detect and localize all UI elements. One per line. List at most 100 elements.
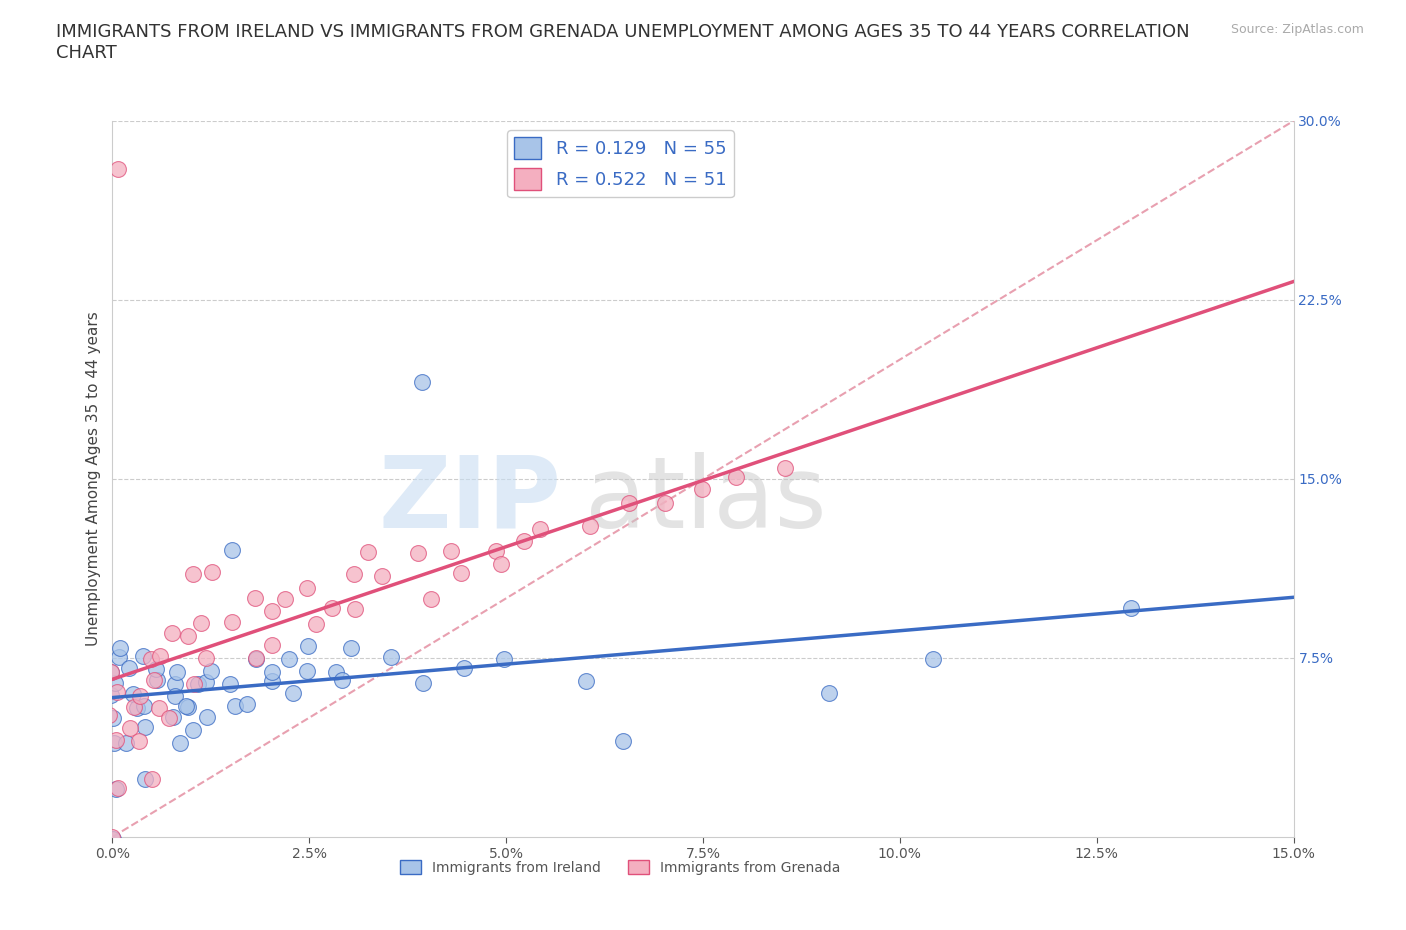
Point: [107, 650, 129, 665]
Point: [277, 652, 299, 667]
Point: [149, 648, 172, 663]
Point: [612, 734, 634, 749]
Point: [304, 616, 326, 631]
Point: [177, 699, 200, 714]
Point: [817, 686, 839, 701]
Point: [406, 545, 429, 560]
Point: [245, 650, 267, 665]
Point: [1121, 601, 1143, 616]
Point: [440, 544, 463, 559]
Point: [104, 676, 127, 691]
Point: [118, 661, 141, 676]
Point: [165, 677, 187, 692]
Point: [122, 700, 145, 715]
Point: [183, 677, 205, 692]
Point: [162, 709, 184, 724]
Point: [245, 591, 267, 605]
Point: [773, 461, 796, 476]
Point: [273, 591, 295, 606]
Point: [450, 566, 472, 581]
Point: [419, 591, 441, 606]
Point: [134, 698, 156, 713]
Point: [412, 675, 434, 690]
Point: [489, 556, 512, 571]
Point: [529, 522, 551, 537]
Text: Source: ZipAtlas.com: Source: ZipAtlas.com: [1230, 23, 1364, 36]
Point: [371, 568, 394, 583]
Point: [141, 771, 163, 786]
Point: [139, 652, 162, 667]
Point: [221, 614, 243, 629]
Point: [162, 626, 184, 641]
Point: [260, 673, 283, 688]
Point: [380, 650, 402, 665]
Point: [224, 698, 246, 713]
Point: [174, 698, 197, 713]
Point: [127, 700, 149, 715]
Point: [177, 629, 200, 644]
Point: [724, 469, 747, 484]
Point: [100, 687, 122, 702]
Point: [103, 831, 125, 846]
Point: [115, 736, 138, 751]
Point: [297, 638, 319, 653]
Text: IMMIGRANTS FROM IRELAND VS IMMIGRANTS FROM GRENADA UNEMPLOYMENT AMONG AGES 35 TO: IMMIGRANTS FROM IRELAND VS IMMIGRANTS FR…: [56, 23, 1189, 62]
Point: [146, 672, 169, 687]
Point: [617, 496, 640, 511]
Point: [342, 567, 364, 582]
Point: [260, 664, 283, 679]
Point: [183, 723, 205, 737]
Point: [453, 660, 475, 675]
Point: [201, 565, 224, 579]
Point: [132, 649, 155, 664]
Point: [181, 566, 204, 581]
Point: [145, 662, 167, 677]
Point: [512, 534, 534, 549]
Point: [654, 495, 676, 510]
Point: [121, 687, 143, 702]
Point: [169, 735, 191, 750]
Point: [262, 604, 284, 618]
Point: [485, 544, 508, 559]
Point: [104, 732, 127, 747]
Point: [107, 781, 129, 796]
Point: [100, 830, 122, 844]
Point: [330, 672, 353, 687]
Text: ZIP: ZIP: [378, 452, 561, 549]
Point: [134, 772, 156, 787]
Point: [103, 736, 125, 751]
Y-axis label: Unemployment Among Ages 35 to 44 years: Unemployment Among Ages 35 to 44 years: [86, 312, 101, 646]
Point: [108, 641, 131, 656]
Point: [219, 676, 242, 691]
Point: [98, 708, 121, 723]
Point: [245, 651, 267, 666]
Point: [281, 685, 304, 700]
Point: [190, 616, 212, 631]
Point: [103, 711, 125, 725]
Text: atlas: atlas: [585, 452, 827, 549]
Point: [107, 684, 129, 699]
Point: [163, 688, 186, 703]
Point: [321, 601, 343, 616]
Point: [194, 674, 217, 689]
Point: [235, 697, 257, 711]
Point: [134, 720, 156, 735]
Legend: Immigrants from Ireland, Immigrants from Grenada: Immigrants from Ireland, Immigrants from…: [394, 855, 846, 880]
Point: [118, 721, 141, 736]
Point: [187, 676, 209, 691]
Point: [411, 375, 433, 390]
Point: [575, 674, 598, 689]
Point: [200, 664, 222, 679]
Point: [340, 641, 363, 656]
Point: [297, 580, 319, 595]
Point: [128, 688, 150, 703]
Point: [295, 664, 318, 679]
Point: [157, 711, 180, 725]
Point: [166, 664, 188, 679]
Point: [100, 664, 122, 679]
Point: [143, 673, 166, 688]
Point: [194, 650, 217, 665]
Point: [128, 734, 150, 749]
Point: [107, 162, 129, 177]
Point: [579, 518, 602, 533]
